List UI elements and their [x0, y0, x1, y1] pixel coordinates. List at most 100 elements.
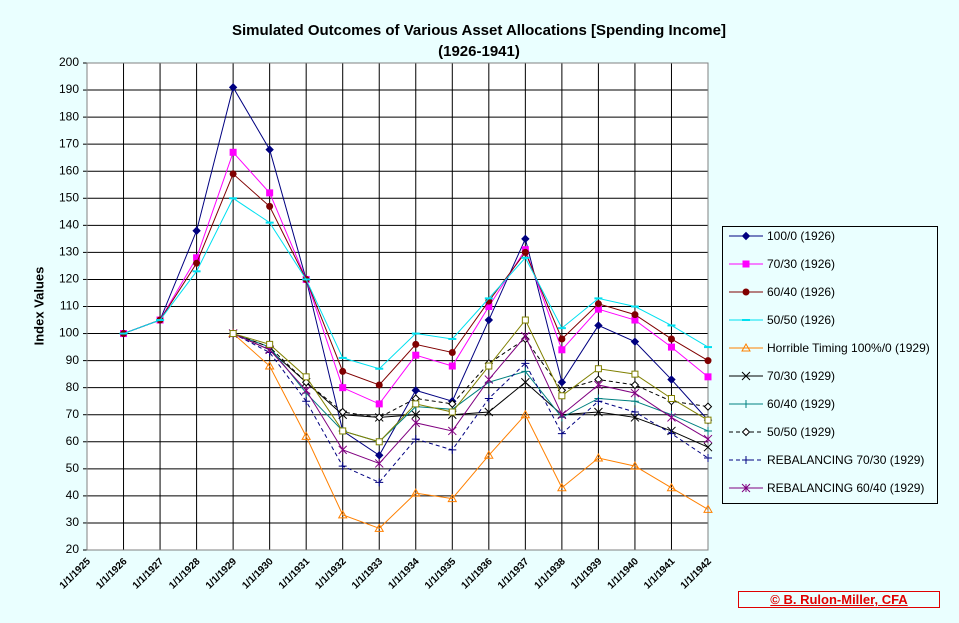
- marker: [339, 384, 347, 392]
- x-tick-label: 1/1/1929: [204, 556, 240, 592]
- marker: [630, 380, 640, 390]
- marker: [558, 392, 566, 400]
- marker: [448, 399, 457, 409]
- x-tick-label: 1/1/1941: [642, 556, 678, 592]
- marker: [666, 482, 677, 492]
- y-tick-label: 40: [66, 488, 80, 502]
- marker: [266, 189, 274, 197]
- marker: [485, 362, 493, 370]
- marker: [520, 409, 531, 419]
- marker: [266, 202, 274, 210]
- marker: [630, 413, 640, 422]
- marker: [448, 362, 456, 370]
- legend-item: REBALANCING 70/30 (1929): [727, 453, 933, 481]
- legend-swatch: [729, 319, 763, 321]
- x-tick-label: 1/1/1932: [313, 556, 349, 592]
- x-tick-label: 1/1/1930: [240, 556, 276, 592]
- y-tick-label: 50: [66, 461, 80, 475]
- marker: [704, 426, 712, 435]
- marker: [484, 407, 494, 417]
- marker: [484, 315, 494, 325]
- y-tick-label: 120: [59, 272, 79, 286]
- marker: [412, 351, 420, 359]
- marker: [557, 378, 567, 387]
- legend-label: 50/50 (1926): [767, 313, 836, 327]
- marker: [301, 431, 312, 440]
- marker: [484, 394, 493, 403]
- y-tick-label: 90: [66, 353, 80, 367]
- legend-item: 60/40 (1929): [727, 397, 933, 425]
- legend-marker: [742, 260, 750, 268]
- marker: [703, 504, 713, 513]
- marker: [557, 429, 566, 438]
- y-tick-label: 70: [66, 407, 80, 421]
- marker: [229, 330, 237, 338]
- marker: [558, 346, 566, 354]
- x-tick-label: 1/1/1925: [58, 556, 94, 592]
- legend-swatch: [729, 342, 763, 352]
- y-tick-label: 140: [59, 218, 79, 232]
- legend-label: 70/30 (1926): [767, 257, 836, 271]
- x-tick-label: 1/1/1931: [277, 556, 313, 592]
- y-tick-label: 170: [59, 136, 79, 150]
- legend-label: 60/40 (1926): [767, 285, 836, 299]
- marker: [448, 408, 456, 416]
- marker: [703, 442, 713, 452]
- marker: [521, 367, 530, 376]
- marker: [631, 311, 639, 319]
- x-tick-label: 1/1/1928: [167, 556, 203, 592]
- series-line: [232, 333, 709, 465]
- marker: [594, 365, 602, 373]
- marker: [704, 416, 712, 424]
- marker: [594, 300, 602, 308]
- y-axis-label: Index Values: [31, 267, 46, 346]
- marker: [630, 337, 640, 346]
- y-tick-label: 130: [59, 245, 79, 259]
- marker: [229, 148, 237, 156]
- legend-marker: [741, 342, 751, 352]
- marker: [593, 453, 604, 462]
- marker: [520, 331, 530, 341]
- marker: [410, 488, 421, 497]
- x-tick-label: 1/1/1938: [533, 556, 569, 592]
- marker: [704, 373, 712, 381]
- marker: [557, 410, 567, 420]
- marker: [447, 493, 458, 503]
- marker: [375, 400, 383, 408]
- marker: [339, 427, 347, 435]
- x-tick-label: 1/1/1937: [496, 556, 532, 592]
- legend-swatch: [729, 231, 763, 241]
- x-tick-label: 1/1/1935: [423, 556, 459, 592]
- x-tick-label: 1/1/1927: [131, 556, 167, 592]
- marker: [703, 402, 713, 411]
- x-tick-label: 1/1/1942: [679, 556, 715, 592]
- marker: [667, 394, 675, 402]
- marker: [667, 413, 676, 422]
- y-tick-label: 80: [66, 380, 80, 394]
- legend-marker: [741, 427, 751, 437]
- legend-label: 70/30 (1929): [767, 369, 836, 383]
- marker: [703, 434, 713, 444]
- series-line: [232, 319, 709, 443]
- y-tick-label: 150: [59, 190, 79, 204]
- marker: [558, 335, 566, 343]
- legend-swatch: [729, 483, 763, 493]
- marker: [704, 357, 712, 365]
- y-tick-label: 100: [59, 326, 79, 340]
- marker: [448, 445, 457, 454]
- footer: © B. Rulon-Miller, CFA: [738, 591, 940, 608]
- marker: [375, 381, 383, 389]
- marker: [337, 509, 348, 519]
- marker: [704, 454, 712, 463]
- marker: [229, 170, 237, 178]
- marker: [266, 340, 274, 348]
- marker: [411, 435, 420, 444]
- legend-item: 70/30 (1929): [727, 369, 933, 397]
- legend-marker: [742, 288, 750, 296]
- x-tick-label: 1/1/1936: [460, 556, 496, 592]
- marker: [630, 461, 640, 470]
- marker: [302, 373, 310, 381]
- legend: 100/0 (1926) 70/30 (1926) 60/40 (1926) 50/5…: [722, 226, 938, 504]
- y-tick-label: 110: [60, 299, 79, 313]
